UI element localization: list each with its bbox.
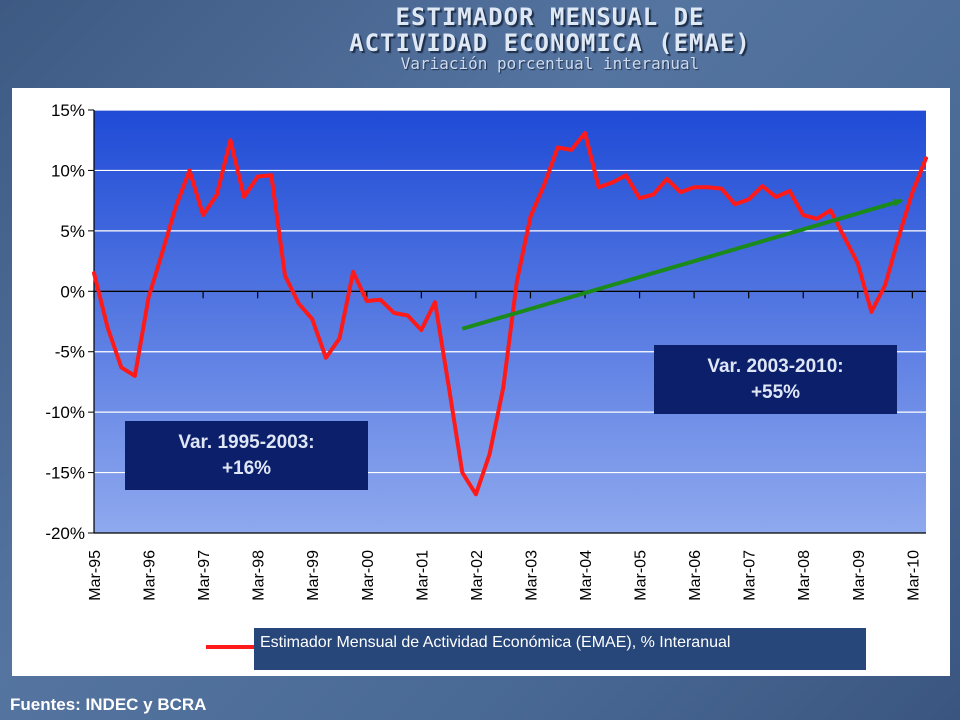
x-tick-label: Mar-09: [851, 550, 868, 601]
note-2003-2010: Var. 2003-2010: +55%: [654, 345, 897, 414]
y-tick-label: 10%: [51, 161, 85, 180]
x-tick-label: Mar-10: [905, 550, 922, 601]
y-tick-label: 5%: [60, 222, 85, 241]
x-tick-label: Mar-04: [578, 550, 595, 601]
y-tick-label: 15%: [51, 101, 85, 120]
trend-arrow: [461, 198, 904, 331]
title-line-1: ESTIMADOR MENSUAL DE: [395, 3, 705, 31]
source-note: Fuentes: INDEC y BCRA: [10, 695, 207, 714]
x-tick-label: Mar-95: [87, 550, 104, 601]
note-1995-2003-line2: +16%: [221, 458, 272, 479]
series-line-emae: [92, 131, 928, 497]
slide-header: ESTIMADOR MENSUAL DE ACTIVIDAD ECONOMICA…: [0, 4, 960, 72]
title-line-2: ACTIVIDAD ECONOMICA (EMAE): [349, 29, 751, 57]
x-tick-label: Mar-05: [633, 550, 650, 601]
y-tick-label: 0%: [60, 282, 85, 301]
x-tick-label: Mar-99: [305, 550, 322, 601]
y-tick-label: -5%: [55, 343, 85, 362]
legend-label: Estimador Mensual de Actividad Económica…: [254, 628, 866, 670]
y-tick-label: -20%: [45, 524, 85, 543]
x-tick-label: Mar-01: [414, 550, 431, 601]
x-tick-label: Mar-98: [251, 550, 268, 601]
x-tick-label: Mar-08: [796, 550, 813, 601]
note-2003-2010-line2: +55%: [750, 382, 801, 403]
x-tick-label: Mar-07: [742, 550, 759, 601]
y-tick-label: -15%: [45, 464, 85, 483]
subtitle: Variación porcentual interanual: [400, 54, 700, 73]
y-tick-label: -10%: [45, 403, 85, 422]
x-tick-label: Mar-97: [196, 550, 213, 601]
note-2003-2010-line1: Var. 2003-2010:: [707, 356, 844, 377]
x-tick-label: Mar-00: [360, 550, 377, 601]
x-tick-label: Mar-02: [469, 550, 486, 601]
legend-swatch: [206, 645, 256, 649]
x-tick-label: Mar-03: [523, 550, 540, 601]
note-1995-2003: Var. 1995-2003: +16%: [125, 421, 368, 490]
note-1995-2003-line1: Var. 1995-2003:: [178, 432, 315, 453]
x-tick-label: Mar-06: [687, 550, 704, 601]
x-tick-label: Mar-96: [142, 550, 159, 601]
